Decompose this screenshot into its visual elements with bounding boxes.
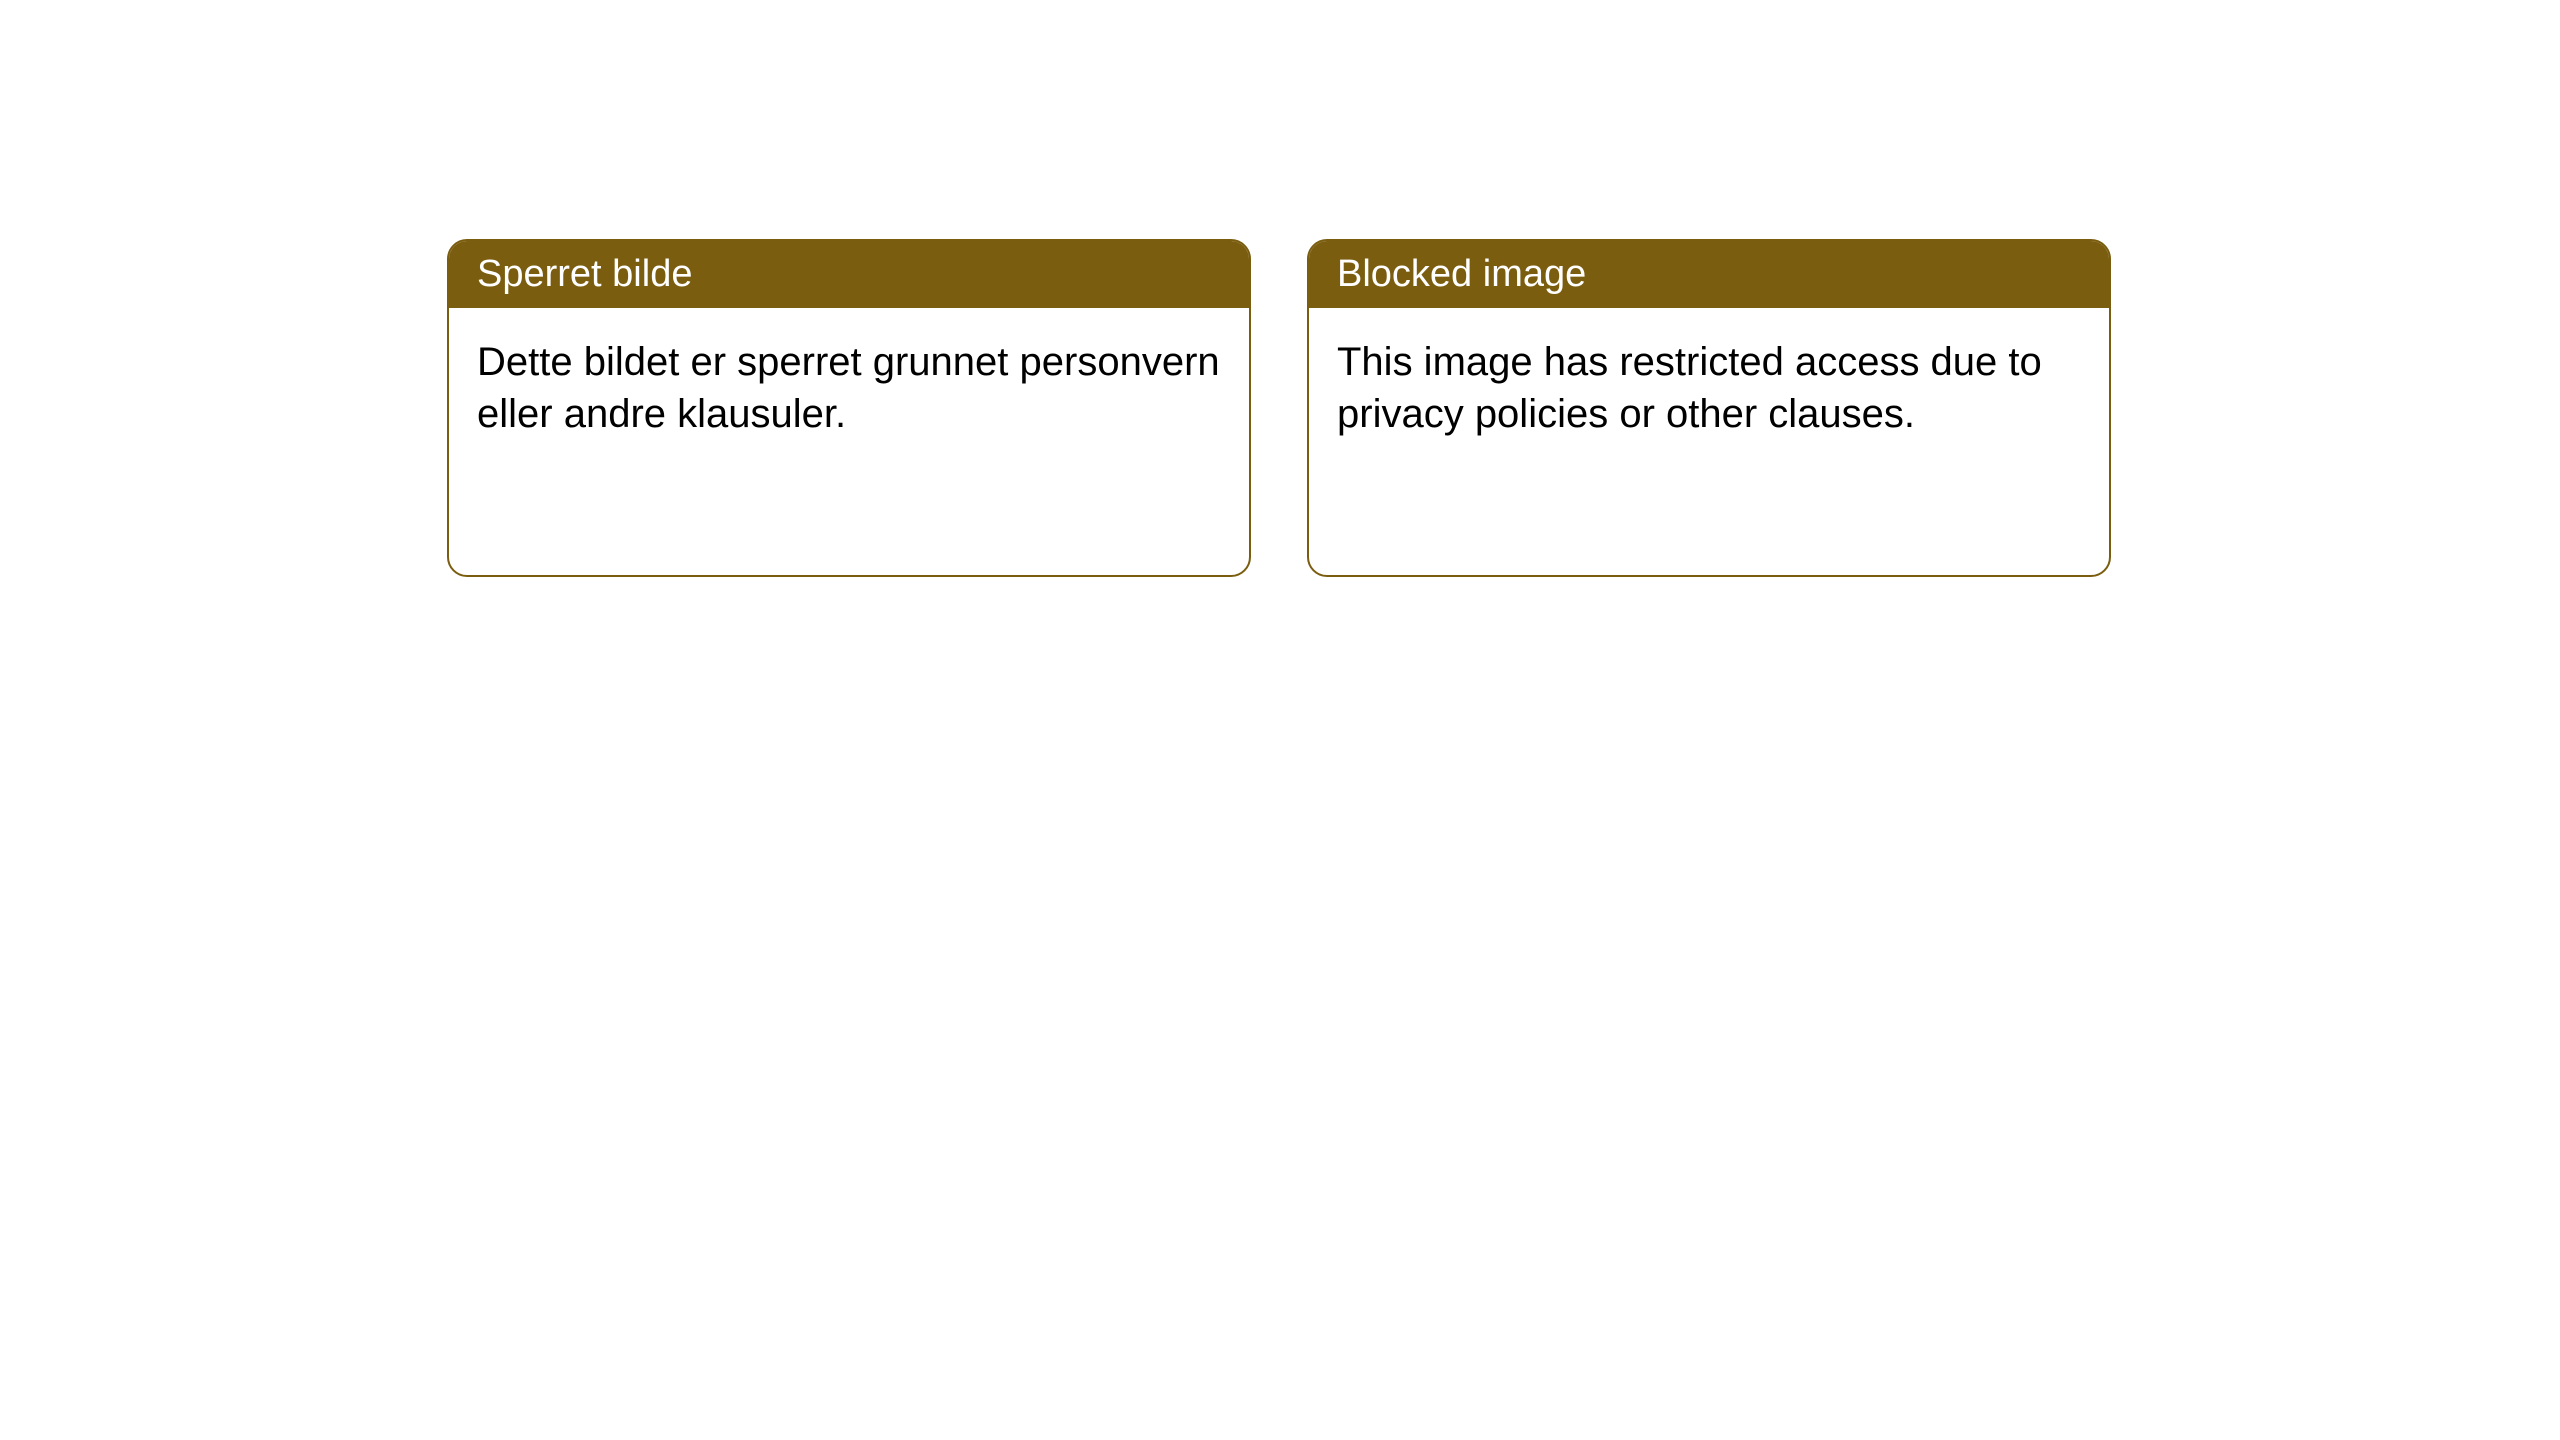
card-title: Sperret bilde <box>477 253 692 295</box>
card-body: Dette bildet er sperret grunnet personve… <box>449 308 1249 468</box>
card-header: Sperret bilde <box>449 241 1249 308</box>
card-header: Blocked image <box>1309 241 2109 308</box>
notice-card-english: Blocked image This image has restricted … <box>1307 239 2111 577</box>
notice-cards-container: Sperret bilde Dette bildet er sperret gr… <box>447 239 2111 577</box>
card-title: Blocked image <box>1337 253 1586 295</box>
notice-card-norwegian: Sperret bilde Dette bildet er sperret gr… <box>447 239 1251 577</box>
card-body-text: This image has restricted access due to … <box>1337 340 2042 436</box>
card-body-text: Dette bildet er sperret grunnet personve… <box>477 340 1220 436</box>
card-body: This image has restricted access due to … <box>1309 308 2109 468</box>
